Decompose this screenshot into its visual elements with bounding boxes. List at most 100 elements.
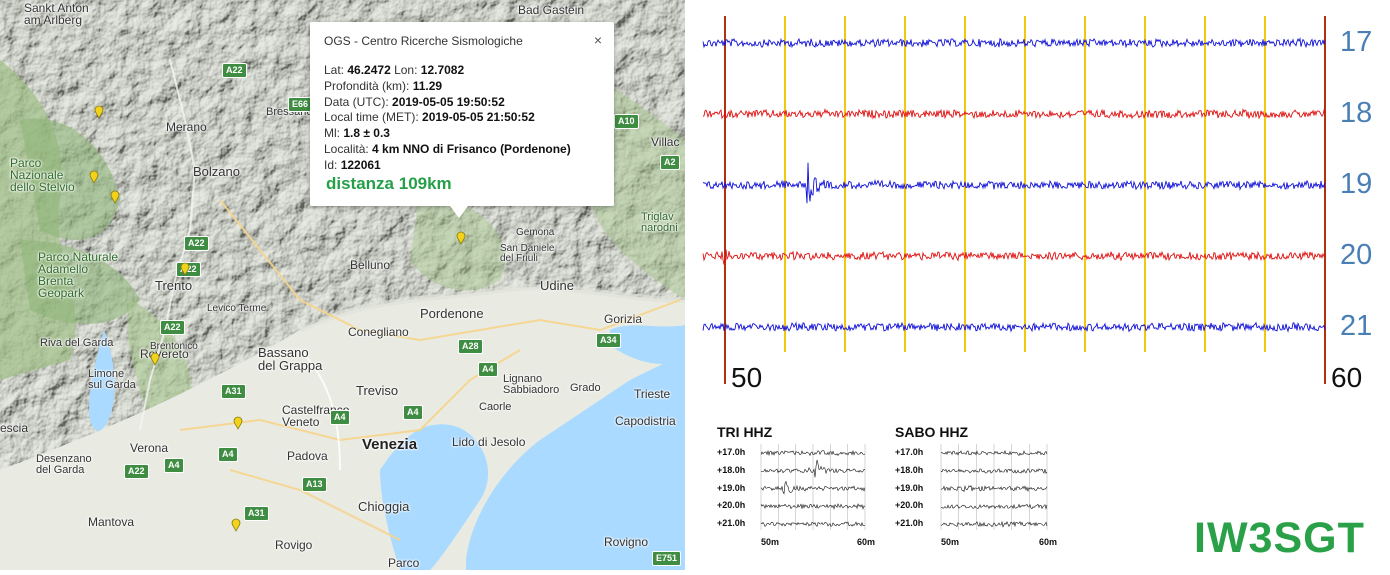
minute-start-label: 50 bbox=[731, 362, 763, 393]
lon-label: Lon: bbox=[390, 63, 421, 77]
highway-shield: A28 bbox=[458, 339, 483, 354]
helicorder-row-label: +18.0h bbox=[717, 464, 746, 475]
popup-row-utc: Data (UTC): 2019-05-05 19:50:52 bbox=[324, 95, 571, 111]
helicorder-trace bbox=[760, 521, 866, 527]
map-place-label[interactable]: Belluno bbox=[350, 258, 391, 272]
map-place-label[interactable]: Venezia bbox=[362, 436, 418, 453]
highway-shield: A4 bbox=[218, 447, 238, 462]
highway-shield: A4 bbox=[330, 410, 350, 425]
map-place-label[interactable]: Pordenone bbox=[420, 306, 484, 321]
helicorder-trace bbox=[760, 480, 866, 495]
seismogram-panel: 17 18 19 20 21 50 60 TRI HHZ +17.0h +18.0h +19… bbox=[685, 0, 1390, 570]
map-place-label[interactable]: Rovigno bbox=[604, 535, 649, 549]
highway-shield: A34 bbox=[596, 333, 621, 348]
lat-label: Lat: bbox=[324, 63, 348, 77]
highway-shield: A10 bbox=[614, 114, 639, 129]
map-place-label[interactable]: Rovigo bbox=[275, 538, 313, 552]
map-place-label[interactable]: Triglav narodni bbox=[641, 211, 678, 234]
hour-label: 20 bbox=[1340, 239, 1373, 271]
helicorder-row-label: +17.0h bbox=[895, 447, 924, 457]
epicenter-pin-icon[interactable] bbox=[456, 231, 466, 245]
map-place-label[interactable]: Gemona bbox=[516, 227, 555, 238]
epicenter-pin-icon[interactable] bbox=[89, 170, 99, 184]
map-place-label[interactable]: Limone sul Garda bbox=[88, 368, 136, 391]
seismic-trace bbox=[702, 162, 1326, 204]
map-place-label[interactable]: Trento bbox=[155, 278, 193, 293]
close-icon[interactable]: × bbox=[593, 32, 602, 48]
hour-label: 18 bbox=[1340, 97, 1373, 129]
map-place-label[interactable]: Riva del Garda bbox=[40, 337, 114, 349]
popup-row-magnitude: Ml: 1.8 ± 0.3 bbox=[324, 126, 571, 142]
earthquake-map[interactable]: Sankt Anton am Arlberg Bad Gastein Merano Br… bbox=[0, 0, 685, 570]
seismic-trace bbox=[702, 321, 1326, 333]
hour-label: 21 bbox=[1340, 310, 1373, 342]
helicorder-row-label: +20.0h bbox=[717, 500, 746, 511]
helicorder-row-label: +17.0h bbox=[717, 447, 746, 457]
epicenter-pin-icon[interactable] bbox=[94, 105, 104, 119]
map-place-label[interactable]: Capodistria bbox=[615, 414, 676, 428]
popup-details: Lat: 46.2472 Lon: 12.7082 Profondità (km… bbox=[324, 63, 571, 174]
location-label: Località: bbox=[324, 141, 373, 156]
seismogram-plot bbox=[702, 16, 1326, 384]
map-place-label[interactable]: Gorizia bbox=[604, 312, 643, 326]
map-place-label[interactable]: Udine bbox=[540, 278, 574, 293]
info-popup: OGS - Centro Ricerche Sismologiche × Lat… bbox=[310, 22, 614, 218]
popup-title: OGS - Centro Ricerche Sismologiche bbox=[324, 34, 523, 48]
popup-row-local: Local time (MET): 2019-05-05 21:50:52 bbox=[324, 110, 571, 126]
map-place-label[interactable]: Parco bbox=[388, 556, 420, 570]
helicorder-row-label: +21.0h bbox=[895, 518, 924, 529]
epicenter-pin-icon[interactable] bbox=[150, 352, 160, 366]
epicenter-pin-icon[interactable] bbox=[180, 262, 190, 276]
helicorder-row-label: +19.0h bbox=[895, 482, 924, 493]
map-place-label[interactable]: Grado bbox=[570, 382, 601, 394]
map-place-label[interactable]: Mantova bbox=[88, 515, 135, 529]
highway-shield: A31 bbox=[221, 384, 246, 399]
map-place-label[interactable]: Lido di Jesolo bbox=[452, 435, 526, 449]
map-place-label[interactable]: Caorle bbox=[479, 401, 512, 413]
map-place-label[interactable]: Brentonico bbox=[150, 341, 198, 352]
map-place-label[interactable]: Bassano del Grappa bbox=[258, 345, 323, 373]
helicorder-min-start: 50m bbox=[941, 537, 960, 547]
map-place-label[interactable]: Villac bbox=[651, 135, 680, 149]
map-place-label[interactable]: escia bbox=[0, 421, 29, 435]
highway-shield: A4 bbox=[403, 405, 423, 420]
helicorder-trace bbox=[941, 449, 1048, 457]
map-place-label[interactable]: Levico Terme bbox=[207, 303, 267, 314]
map-place-label[interactable]: Chioggia bbox=[358, 499, 410, 514]
map-place-label[interactable]: Bad Gastein bbox=[518, 3, 585, 17]
id-value: 122061 bbox=[340, 157, 381, 172]
highway-shield: A4 bbox=[164, 458, 184, 473]
map-place-label[interactable]: Treviso bbox=[356, 383, 399, 398]
helicorder-trace bbox=[760, 449, 866, 457]
highway-shield: A22 bbox=[222, 63, 247, 78]
highway-shield: A13 bbox=[302, 477, 327, 492]
map-place-label[interactable]: Conegliano bbox=[348, 325, 409, 339]
map-place-label[interactable]: Sankt Anton am Arlberg bbox=[24, 1, 89, 27]
map-place-label[interactable]: Parco Naturale Adamello Brenta Geopark bbox=[38, 250, 119, 300]
helicorder-row-label: +20.0h bbox=[895, 500, 924, 511]
epicenter-pin-icon[interactable] bbox=[233, 416, 243, 430]
helicorder-min-end: 60m bbox=[857, 537, 876, 547]
map-place-label[interactable]: Lignano Sabbiadoro bbox=[503, 373, 560, 396]
map-place-label[interactable]: Trieste bbox=[634, 387, 671, 401]
helicorder-trace bbox=[940, 520, 1048, 528]
seismic-trace bbox=[702, 107, 1326, 120]
map-place-label[interactable]: San Daniele del Friuli bbox=[500, 243, 555, 264]
epicenter-pin-icon[interactable] bbox=[110, 190, 120, 204]
map-place-label[interactable]: Verona bbox=[130, 441, 169, 455]
epicenter-pin-icon[interactable] bbox=[231, 518, 241, 532]
map-place-label[interactable]: Bressanone bbox=[266, 106, 325, 118]
seismic-trace bbox=[702, 249, 1326, 265]
highway-shield: A31 bbox=[244, 506, 269, 521]
map-place-label[interactable]: Padova bbox=[287, 449, 328, 463]
map-place-label[interactable]: Merano bbox=[166, 120, 207, 134]
helicorder-plot bbox=[760, 444, 866, 530]
map-place-label[interactable]: Bolzano bbox=[193, 164, 240, 179]
helicorder-min-start: 50m bbox=[761, 537, 780, 547]
highway-shield: A4 bbox=[478, 362, 498, 377]
minute-end-label: 60 bbox=[1331, 362, 1363, 393]
location-value: 4 km NNO di Frisanco (Pordenone) bbox=[372, 141, 571, 156]
map-place-label[interactable]: Desenzano del Garda bbox=[36, 453, 92, 476]
map-place-label[interactable]: Parco Nazionale dello Stelvio bbox=[10, 156, 75, 194]
hour-label: 17 bbox=[1340, 26, 1373, 58]
